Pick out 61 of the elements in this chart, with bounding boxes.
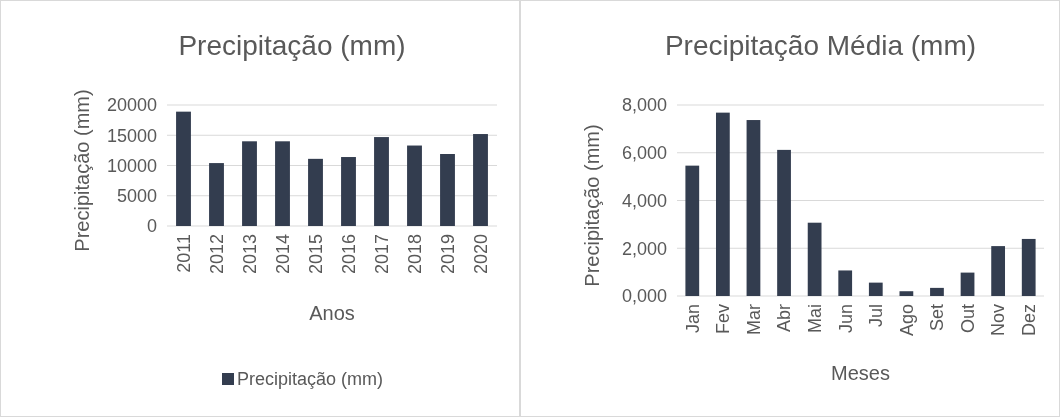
y-tick-label: 0,000 [621,286,667,307]
y-tick-label: 15000 [106,125,157,146]
bar [991,246,1006,296]
x-tick-label: Abr [774,304,795,333]
y-tick-label: 5000 [116,186,157,207]
x-tick-label: Dez [1019,304,1040,337]
y-axis-title: Precipitação (mm) [581,124,603,287]
y-tick-label: 6,000 [621,143,667,164]
x-tick-label: Out [957,304,978,334]
x-tick-label: 2011 [173,234,194,273]
x-tick-label: 2013 [239,234,260,275]
bar [868,282,883,296]
x-axis-title: Anos [309,302,355,324]
x-tick-label: Fev [713,304,734,335]
chart-title: Precipitação (mm) [178,30,406,61]
x-tick-label: 2014 [272,234,293,275]
bar [777,149,791,296]
bar [275,141,290,226]
bar [308,158,323,226]
x-tick-label: Ago [896,304,917,337]
y-tick-label: 0 [146,216,157,237]
bar [1021,238,1036,296]
x-tick-label: Jul [866,304,887,328]
bar [242,141,257,226]
x-tick-label: 2018 [404,234,425,275]
chart-title: Precipitação Média (mm) [664,30,977,61]
bar [209,163,224,226]
bar [685,165,700,296]
bar [960,272,975,296]
y-tick-label: 4,000 [621,190,667,211]
x-tick-label: 2020 [470,234,491,275]
x-tick-label: 2012 [206,234,227,275]
y-tick-label: 2,000 [621,238,667,259]
x-tick-label: Jun [835,304,856,334]
legend-label: Precipitação (mm) [237,369,384,389]
y-tick-label: 8,000 [621,95,667,116]
x-tick-label: Mar [743,304,764,335]
bar [715,112,730,296]
x-axis-title: Meses [831,362,890,384]
bar [341,157,356,226]
y-tick-label: 10000 [106,155,157,176]
y-tick-label: 20000 [106,95,157,116]
y-axis-title: Precipitação (mm) [71,89,93,252]
x-tick-label: Mai [804,304,825,334]
x-tick-label: Nov [988,304,1009,337]
x-tick-label: Set [927,304,948,332]
x-tick-label: 2017 [371,234,392,275]
bar [899,291,914,296]
bar [407,145,422,226]
bar [440,154,455,226]
bar [807,222,822,296]
bar [930,287,944,296]
bar [176,111,191,226]
x-tick-label: Jan [682,304,703,334]
bar [473,134,488,226]
bar [374,137,389,226]
x-tick-label: 2016 [338,234,359,275]
x-tick-label: 2019 [437,234,458,275]
bar [838,270,853,296]
bar [746,120,761,296]
x-tick-label: 2015 [305,234,326,275]
